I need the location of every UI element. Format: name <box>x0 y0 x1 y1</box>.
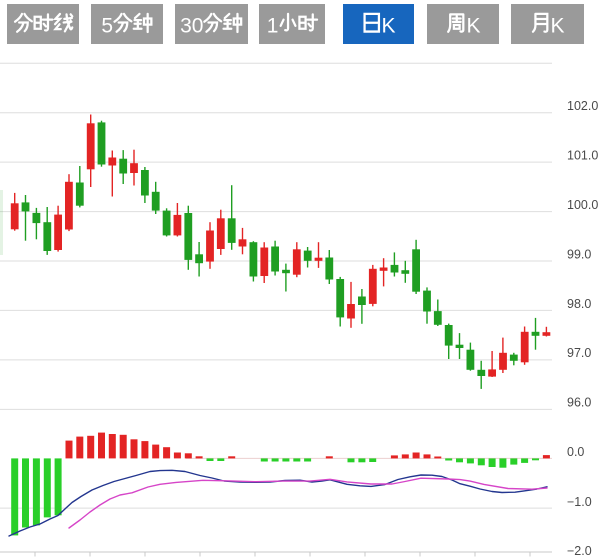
svg-text:97.0: 97.0 <box>567 346 591 360</box>
svg-text:99.0: 99.0 <box>567 247 591 261</box>
svg-text:−1.0: −1.0 <box>567 495 592 509</box>
svg-text:96.0: 96.0 <box>567 396 591 410</box>
svg-text:30: 30 <box>180 15 203 38</box>
svg-text:0.0: 0.0 <box>567 445 584 459</box>
svg-text:K: K <box>550 15 564 38</box>
svg-text:−2.0: −2.0 <box>567 544 592 558</box>
svg-text:101.0: 101.0 <box>567 149 598 163</box>
svg-text:98.0: 98.0 <box>567 297 591 311</box>
svg-text:102.0: 102.0 <box>567 99 598 113</box>
svg-text:K: K <box>466 15 480 38</box>
svg-text:K: K <box>382 15 396 38</box>
svg-text:100.0: 100.0 <box>567 198 598 212</box>
svg-text:1: 1 <box>267 15 279 38</box>
svg-text:5: 5 <box>101 15 113 38</box>
